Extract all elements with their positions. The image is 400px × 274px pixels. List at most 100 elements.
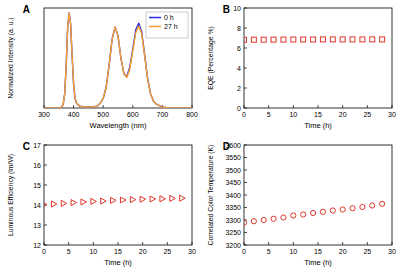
y-tick [244, 195, 247, 196]
y-tick-label: 3450 [225, 179, 241, 186]
x-tick-label: 30 [388, 111, 396, 118]
point [370, 37, 375, 42]
panel: 0510152025300246810Time (h)EQE (Percenta… [207, 4, 396, 130]
x-tick-label: 10 [289, 248, 297, 255]
point [320, 209, 325, 214]
point [261, 217, 266, 222]
x-tick [342, 105, 343, 108]
point [340, 37, 345, 42]
point [44, 202, 47, 208]
y-tick-label: 3300 [225, 217, 241, 224]
panel: 300400500600700800Wavelength (nm)Normali… [7, 4, 198, 130]
x-tick-label: 25 [363, 248, 371, 255]
y-tick-label: 2 [237, 85, 241, 92]
x-tick-label: 15 [314, 248, 322, 255]
point [380, 37, 385, 42]
point [320, 37, 325, 42]
point [360, 37, 365, 42]
y-tick-label: 16 [33, 162, 41, 169]
plot-frame [244, 8, 392, 108]
x-tick-label: 600 [127, 111, 139, 118]
data-group [44, 13, 192, 108]
point [111, 197, 117, 203]
y-tick [44, 245, 47, 246]
plot-frame [44, 145, 192, 245]
x-tick [44, 242, 45, 245]
x-tick-label: 800 [186, 111, 198, 118]
x-tick [244, 242, 245, 245]
x-tick [293, 242, 294, 245]
x-axis-label: Time (h) [304, 121, 332, 130]
y-tick-label: 3200 [225, 242, 241, 249]
y-tick-label: 4 [237, 65, 241, 72]
y-tick [44, 145, 47, 146]
point [291, 213, 296, 218]
legend: 0 h 27 h [146, 12, 188, 38]
legend-box [146, 12, 188, 38]
x-tick [244, 105, 245, 108]
y-tick [244, 232, 247, 233]
y-tick [44, 225, 47, 226]
legend-label: 0 h [164, 14, 174, 21]
x-tick [132, 105, 133, 108]
y-tick [244, 207, 247, 208]
x-tick-label: 5 [267, 248, 271, 255]
point [101, 198, 107, 204]
x-tick-label: 20 [339, 248, 347, 255]
panel: 051015202530121314151617Time (h)Luminous… [7, 141, 196, 267]
x-tick [192, 242, 193, 245]
x-tick-label: 5 [67, 248, 71, 255]
x-tick [118, 242, 119, 245]
x-tick [318, 105, 319, 108]
y-axis-label: Luminous Efficiency (lm/W) [7, 154, 15, 236]
panel-letter: D [223, 141, 230, 152]
y-tick-label: 0 [237, 105, 241, 112]
y-tick-label: 3250 [225, 229, 241, 236]
y-tick [44, 185, 47, 186]
y-tick-label: 10 [233, 5, 241, 12]
y-axis-label: Normalized Intensity (a. u.) [7, 17, 15, 98]
point [51, 201, 57, 207]
y-tick [244, 182, 247, 183]
y-tick [244, 170, 247, 171]
point [310, 210, 315, 215]
point [150, 196, 156, 202]
y-tick-label: 3550 [225, 154, 241, 161]
x-tick-label: 700 [157, 111, 169, 118]
point [180, 195, 186, 201]
x-tick [268, 242, 269, 245]
x-tick-label: 400 [68, 111, 80, 118]
point [340, 207, 345, 212]
figure: 300400500600700800Wavelength (nm)Normali… [0, 0, 400, 274]
point [271, 216, 276, 221]
y-tick [244, 157, 247, 158]
y-tick-label: 8 [237, 25, 241, 32]
y-tick [244, 28, 247, 29]
x-tick-label: 30 [388, 248, 396, 255]
legend-label: 27 h [164, 23, 178, 30]
y-tick [244, 8, 247, 9]
x-tick-label: 10 [289, 111, 297, 118]
x-tick [392, 105, 393, 108]
x-tick [268, 105, 269, 108]
x-tick-label: 500 [97, 111, 109, 118]
y-tick [244, 68, 247, 69]
x-axis-label: Time (h) [304, 258, 332, 267]
point [91, 198, 97, 204]
x-tick [68, 242, 69, 245]
x-tick-label: 15 [314, 111, 322, 118]
x-tick-label: 30 [188, 248, 196, 255]
y-tick-label: 15 [33, 182, 41, 189]
panel: 0510152025303200325033003350340034503500… [207, 141, 396, 267]
point [330, 208, 335, 213]
point [244, 220, 247, 225]
y-tick-label: 3350 [225, 204, 241, 211]
x-tick [167, 242, 168, 245]
x-tick [318, 242, 319, 245]
panel-letter: A [23, 4, 30, 15]
point [71, 200, 77, 206]
series-line [44, 13, 192, 108]
x-tick-label: 0 [242, 248, 246, 255]
point [281, 37, 286, 42]
legend-swatch [149, 26, 161, 28]
